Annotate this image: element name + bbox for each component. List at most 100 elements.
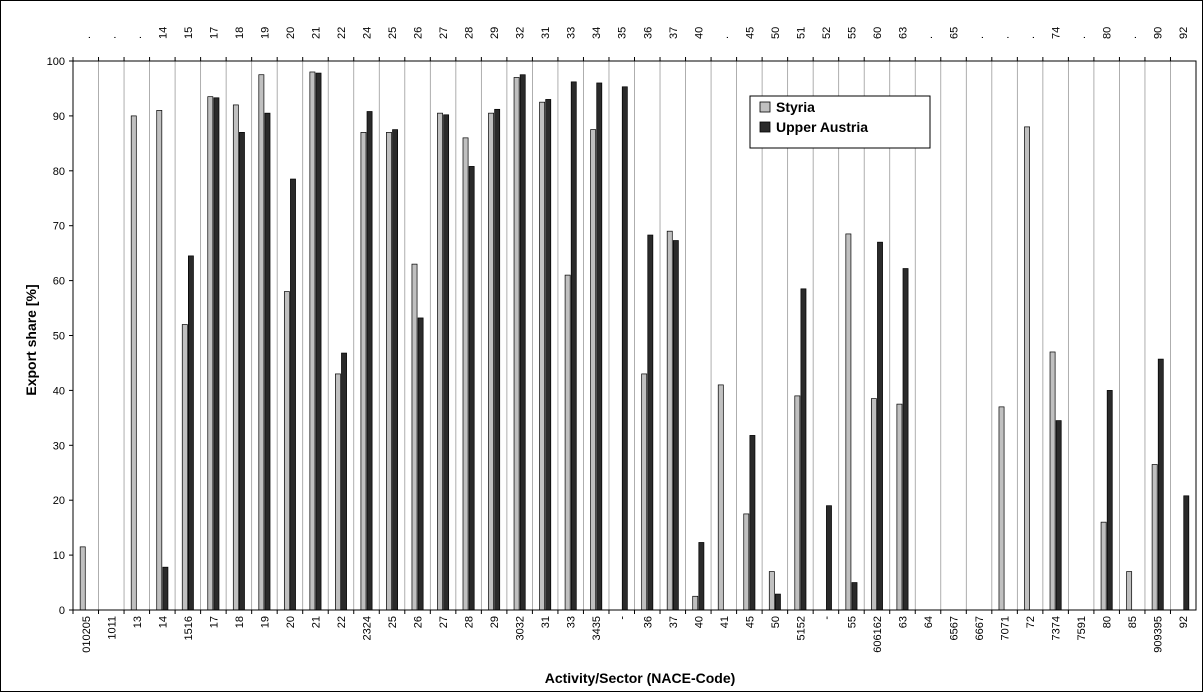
- bar-upper-austria: [366, 111, 373, 611]
- top-tick-label: 20: [285, 27, 297, 39]
- bar-styria: [360, 132, 367, 611]
- bar-styria: [1049, 351, 1056, 611]
- top-tick-label: 60: [872, 27, 884, 39]
- y-tick-label: 40: [53, 385, 65, 397]
- top-tick-label: 36: [642, 27, 654, 39]
- x-tick-label: 80: [1102, 616, 1114, 628]
- top-tick-label: .: [974, 36, 986, 39]
- bar-styria: [437, 112, 443, 611]
- bar-upper-austria: [443, 114, 450, 611]
- bar-upper-austria: [902, 268, 909, 611]
- bar-styria: [488, 112, 494, 611]
- x-tick-label: 27: [438, 616, 450, 628]
- top-tick-label: .: [132, 36, 144, 39]
- y-tick-label: 50: [53, 331, 65, 343]
- y-tick-label: 10: [53, 550, 65, 562]
- bar-styria: [692, 595, 699, 611]
- top-tick-label: .: [1000, 36, 1012, 39]
- top-tick-label: .: [1076, 36, 1088, 39]
- bar-upper-austria: [775, 593, 781, 611]
- top-tick-label: .: [81, 36, 93, 39]
- bar-upper-austria: [851, 582, 858, 611]
- x-tick-label: 010205: [81, 616, 93, 653]
- bar-upper-austria: [621, 86, 628, 611]
- top-tick-label: .: [106, 36, 118, 39]
- bar-styria: [871, 398, 877, 611]
- bar-upper-austria: [698, 542, 705, 611]
- y-tick-label: 30: [53, 440, 65, 452]
- bar-upper-austria: [877, 241, 883, 611]
- x-tick-label: 17: [208, 616, 220, 628]
- bar-upper-austria: [672, 240, 679, 611]
- top-tick-label: 25: [387, 27, 399, 39]
- bar-styria: [564, 274, 571, 611]
- legend-box: [749, 95, 931, 149]
- bar-upper-austria: [647, 234, 654, 611]
- bar-upper-austria: [800, 288, 807, 611]
- top-tick-label: .: [1127, 36, 1139, 39]
- top-tick-label: .: [923, 36, 935, 39]
- top-tick-label: 26: [413, 27, 425, 39]
- top-tick-label: 51: [795, 27, 807, 39]
- top-tick-label: 80: [1102, 27, 1114, 39]
- bar-upper-austria: [162, 566, 169, 611]
- x-tick-label: 22: [336, 616, 348, 628]
- legend-label-styria: Styria: [776, 99, 815, 115]
- y-tick-label: 90: [53, 111, 65, 123]
- bar-styria: [207, 96, 214, 611]
- x-tick-label: 45: [744, 616, 756, 628]
- x-tick-label: 40: [693, 616, 705, 628]
- x-tick-label: 36: [642, 616, 654, 628]
- x-tick-label: 3435: [591, 616, 603, 640]
- x-tick-label: 92: [1178, 616, 1190, 628]
- x-tick-label: 55: [846, 616, 858, 628]
- x-tick-label: 5152: [795, 616, 807, 640]
- bar-styria: [283, 291, 290, 611]
- x-tick-label: 3032: [515, 616, 527, 640]
- x-tick-label: 31: [540, 616, 552, 628]
- top-tick-label: 33: [566, 27, 578, 39]
- bar-upper-austria: [264, 112, 271, 611]
- y-tick-label: 60: [53, 276, 65, 288]
- x-tick-label: 26: [413, 616, 425, 628]
- bar-styria: [1126, 571, 1133, 611]
- top-tick-label: 22: [336, 27, 348, 39]
- x-tick-label: 1011: [106, 616, 118, 640]
- bar-styria: [386, 132, 392, 611]
- top-tick-label: 55: [846, 27, 858, 39]
- top-tick-label: 15: [183, 27, 195, 39]
- x-tick-label: 72: [1025, 616, 1037, 628]
- top-tick-label: 19: [259, 27, 271, 39]
- bar-styria: [794, 395, 801, 611]
- bar-styria: [845, 233, 852, 611]
- x-tick-label: -: [821, 616, 833, 620]
- bar-upper-austria: [1055, 420, 1062, 611]
- legend: Styria Upper Austria: [749, 95, 931, 149]
- bar-styria: [232, 104, 239, 611]
- legend-label-upper-austria: Upper Austria: [776, 119, 868, 135]
- bar-upper-austria: [494, 108, 501, 611]
- top-tick-label: .: [719, 36, 731, 39]
- x-tick-label: 28: [464, 616, 476, 628]
- top-tick-label: 14: [157, 27, 169, 39]
- x-tick-label: 50: [770, 616, 782, 628]
- x-tick-label: 25: [387, 616, 399, 628]
- x-axis-title: Activity/Sector (NACE-Code): [545, 670, 736, 686]
- bar-upper-austria: [826, 505, 832, 611]
- bar-styria: [462, 137, 469, 611]
- bar-styria: [641, 373, 648, 611]
- bar-styria: [743, 513, 750, 611]
- bar-styria: [156, 110, 163, 611]
- top-tick-label: 50: [770, 27, 782, 39]
- bar-styria: [896, 403, 903, 611]
- bar-upper-austria: [519, 74, 526, 611]
- bar-upper-austria: [315, 72, 322, 611]
- top-axis: ... 14 15 17 18 19 20 21 22 24 25 26 27 28 29 32 31 33 34 3…: [72, 27, 1196, 62]
- bar-upper-austria: [1183, 495, 1190, 611]
- bar-styria: [1151, 464, 1158, 611]
- bar-styria: [335, 373, 341, 611]
- bar-styria: [181, 324, 188, 611]
- y-tick-label: 70: [53, 221, 65, 233]
